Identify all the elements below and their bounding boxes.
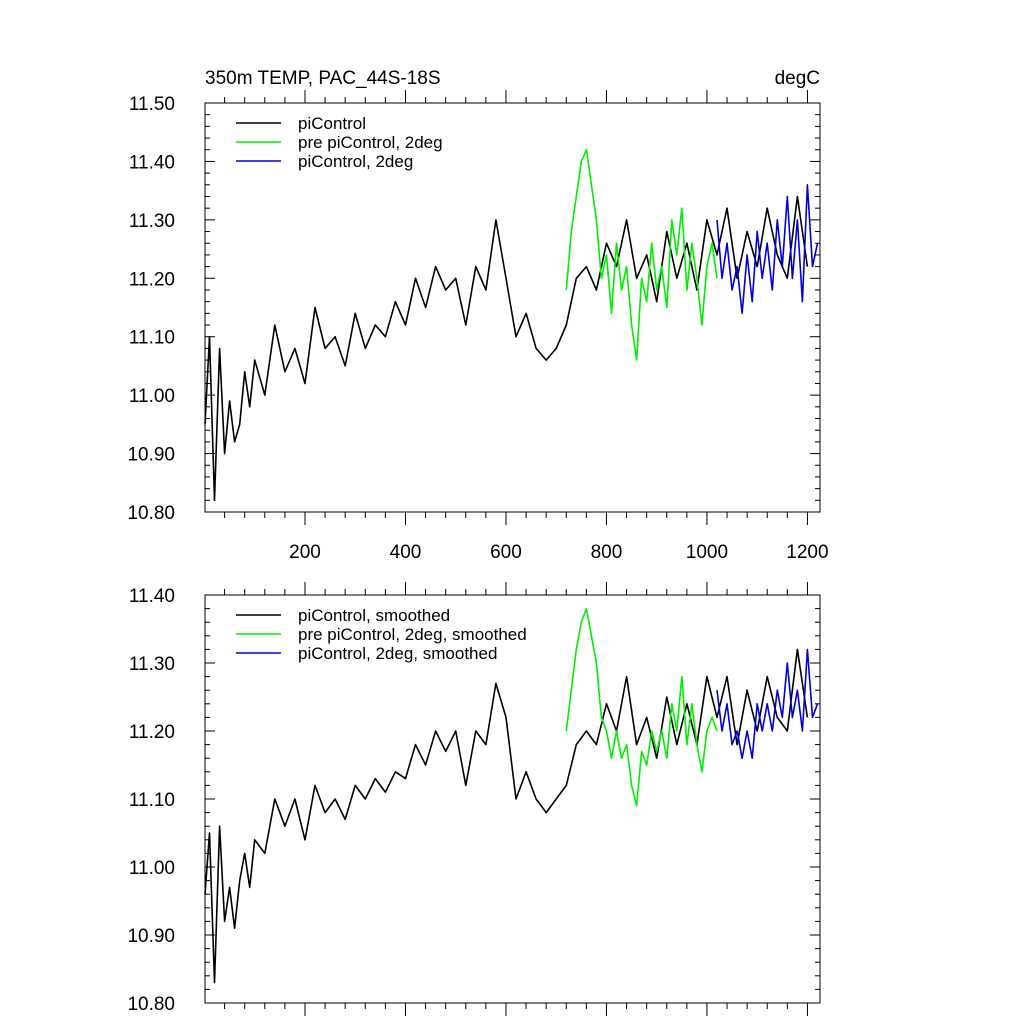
y-tick-label: 11.40 <box>129 152 175 173</box>
series-line <box>716 648 819 760</box>
y-tick-label: 10.80 <box>127 994 175 1015</box>
y-tick-label: 11.10 <box>129 328 175 349</box>
legend-label: pre piControl, 2deg, smoothed <box>298 625 527 644</box>
x-tick-label: 800 <box>591 542 623 563</box>
y-tick-label: 11.10 <box>129 790 175 811</box>
legend-label: piControl <box>298 114 366 133</box>
y-tick-label: 10.90 <box>127 926 175 947</box>
y-tick-label: 10.80 <box>127 503 175 524</box>
legend-label: piControl, smoothed <box>298 606 450 625</box>
x-tick-label: 1000 <box>686 542 728 563</box>
x-tick-label: 200 <box>289 542 321 563</box>
series-line <box>204 648 809 984</box>
y-tick-label: 11.40 <box>129 586 175 607</box>
x-tick-label: 400 <box>390 542 422 563</box>
y-tick-label: 11.30 <box>129 654 175 675</box>
series-line <box>565 607 718 807</box>
panel-title-right: degC <box>775 68 820 89</box>
y-tick-label: 11.00 <box>129 386 175 407</box>
series-line <box>565 148 718 361</box>
y-tick-label: 10.90 <box>127 445 175 466</box>
legend-label: piControl, 2deg, smoothed <box>298 644 497 663</box>
x-tick-label: 1200 <box>786 542 828 563</box>
y-tick-label: 11.50 <box>129 94 175 115</box>
panel-title-left: 350m TEMP, PAC_44S-18S <box>205 68 441 89</box>
y-tick-label: 11.30 <box>129 211 175 232</box>
series-line <box>716 184 819 315</box>
y-tick-label: 11.20 <box>129 269 175 290</box>
y-tick-label: 11.20 <box>129 722 175 743</box>
legend-label: pre piControl, 2deg <box>298 133 443 152</box>
x-tick-label: 600 <box>490 542 522 563</box>
bottom-panel: 10.80 10.90 11.00 11.10 11.20 11.30 11.40 piCon… <box>127 582 821 1016</box>
legend-label: piControl, 2deg <box>298 152 413 171</box>
series-line <box>204 195 809 502</box>
y-tick-label: 11.00 <box>129 858 175 879</box>
top-panel: 10.80 10.90 11.00 11.10 11.20 11.30 11.40 11.50… <box>127 90 829 563</box>
plot-frame <box>204 102 821 513</box>
